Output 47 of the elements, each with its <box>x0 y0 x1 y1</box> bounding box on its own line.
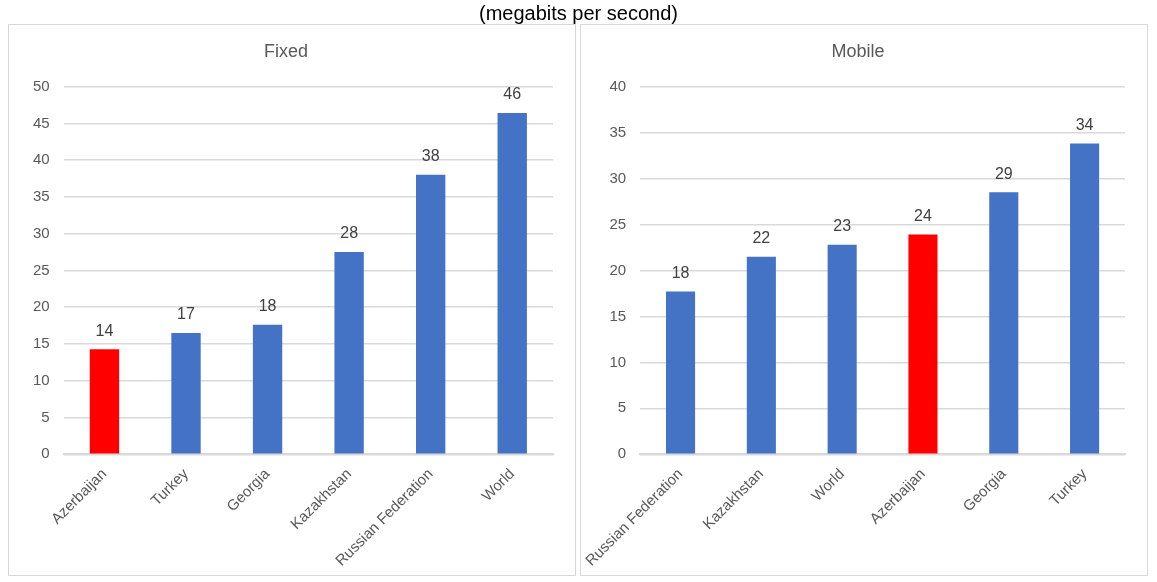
chart-title: Fixed <box>263 40 309 61</box>
y-tick-label: 30 <box>609 168 627 186</box>
data-label: 23 <box>833 217 852 235</box>
chart-title: Mobile <box>831 40 885 61</box>
data-label: 38 <box>421 147 440 165</box>
data-label: 46 <box>503 85 522 103</box>
y-tick-label: 5 <box>41 407 50 425</box>
y-tick-label: 5 <box>617 398 627 416</box>
y-tick-label: 10 <box>609 352 627 370</box>
bar <box>171 332 201 454</box>
bar <box>334 252 364 454</box>
chart-subtitle: (megabits per second) <box>478 2 679 24</box>
y-tick-label: 0 <box>41 444 50 462</box>
data-label: 18 <box>258 297 277 315</box>
y-tick-label: 20 <box>609 260 627 278</box>
data-label: 28 <box>340 224 359 242</box>
data-label: 18 <box>671 264 690 281</box>
data-label: 29 <box>994 164 1013 182</box>
y-tick-label: 25 <box>609 214 627 232</box>
y-tick-label: 15 <box>33 334 50 352</box>
bar <box>89 349 120 454</box>
y-tick-label: 40 <box>33 150 50 168</box>
data-label: 34 <box>1075 116 1094 133</box>
y-tick-label: 35 <box>33 187 50 205</box>
bar <box>252 324 283 454</box>
bar <box>415 174 446 454</box>
y-tick-label: 15 <box>609 306 627 324</box>
bar <box>908 234 938 454</box>
bar <box>989 192 1019 454</box>
y-tick-label: 10 <box>33 370 50 388</box>
y-tick-label: 35 <box>609 122 627 140</box>
y-tick-label: 50 <box>33 76 50 94</box>
y-tick-label: 0 <box>617 444 627 462</box>
y-tick-label: 45 <box>33 113 50 131</box>
y-tick-label: 20 <box>33 297 50 315</box>
y-tick-label: 25 <box>33 260 50 278</box>
data-label: 22 <box>752 229 771 247</box>
bar <box>827 244 857 454</box>
data-label: 24 <box>914 207 932 224</box>
data-label: 17 <box>177 305 196 323</box>
bar <box>1070 143 1100 454</box>
data-label: 14 <box>95 321 114 339</box>
y-tick-label: 30 <box>33 223 50 241</box>
y-tick-label: 40 <box>609 76 627 94</box>
bar <box>746 256 776 454</box>
bar <box>665 291 696 454</box>
bar <box>497 113 527 454</box>
